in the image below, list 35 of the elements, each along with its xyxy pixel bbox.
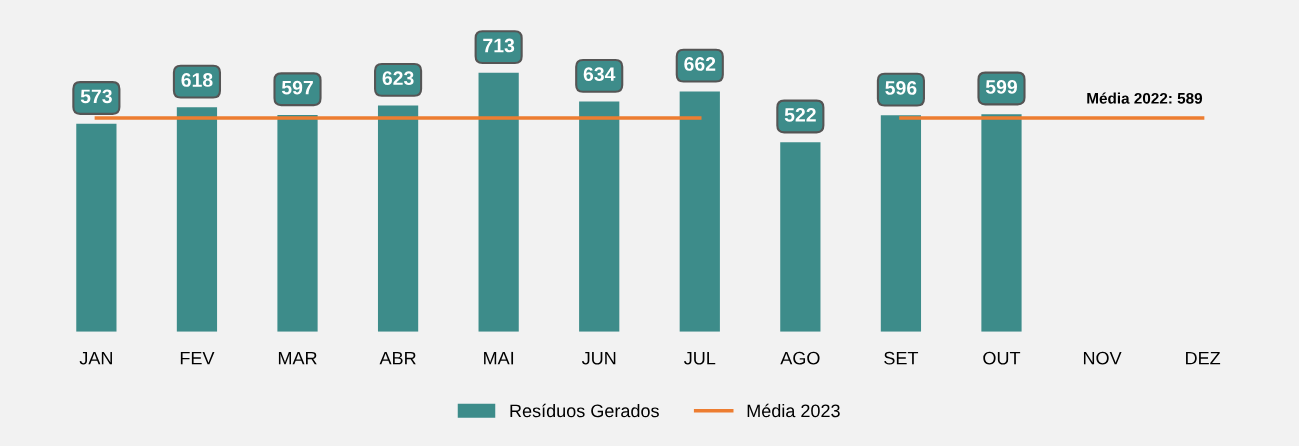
bar bbox=[176, 107, 218, 332]
data-label: 596 bbox=[885, 81, 917, 95]
bar bbox=[478, 72, 519, 332]
x-tick-label: JAN bbox=[79, 351, 112, 365]
bar bbox=[679, 91, 720, 332]
data-label: 599 bbox=[985, 79, 1017, 94]
data-label: 573 bbox=[80, 89, 112, 104]
x-tick-label: SET bbox=[884, 351, 919, 365]
data-label: 713 bbox=[483, 38, 515, 53]
bar bbox=[377, 105, 419, 332]
x-tick-label: ABR bbox=[379, 351, 416, 365]
x-tick-label: MAI bbox=[484, 351, 514, 365]
annotation: Média 2022: 589 bbox=[1087, 92, 1203, 104]
x-tick-label: FEV bbox=[180, 351, 215, 365]
x-tick-label: NOV bbox=[1083, 351, 1122, 365]
x-tick-label: DEZ bbox=[1186, 351, 1221, 365]
bar bbox=[981, 114, 1022, 332]
bar bbox=[780, 142, 821, 332]
x-tick-label: MAR bbox=[278, 351, 317, 365]
x-tick-label: AGO bbox=[780, 351, 820, 365]
data-label: 623 bbox=[382, 71, 414, 86]
data-label: 522 bbox=[784, 107, 816, 122]
bar bbox=[76, 123, 117, 332]
data-label: 597 bbox=[281, 80, 313, 95]
bar bbox=[880, 115, 922, 332]
data-label: 634 bbox=[583, 67, 616, 82]
x-tick-label: OUT bbox=[983, 351, 1021, 365]
legend-label: Resíduos Gerados bbox=[510, 403, 659, 418]
data-label: 662 bbox=[684, 57, 716, 71]
bar bbox=[579, 101, 620, 332]
x-tick-label: JUL bbox=[684, 351, 716, 365]
bar bbox=[277, 114, 318, 332]
legend-label: Média 2023 bbox=[747, 403, 840, 418]
data-label: 618 bbox=[181, 73, 213, 87]
x-tick-label: JUN bbox=[581, 351, 616, 365]
